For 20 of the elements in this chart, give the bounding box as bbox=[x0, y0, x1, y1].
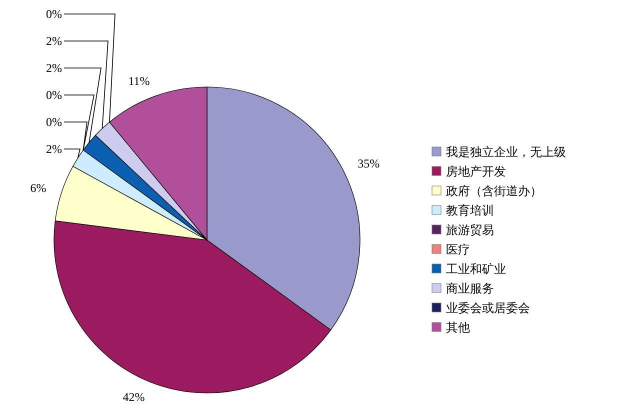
legend-label: 业委会或居委会 bbox=[446, 301, 530, 315]
legend-label: 其他 bbox=[446, 320, 470, 334]
legend-label: 政府（含街道办） bbox=[446, 184, 542, 198]
legend-label: 我是独立企业，无上级 bbox=[446, 145, 566, 159]
data-label: 11% bbox=[128, 74, 150, 88]
data-label: 2% bbox=[46, 34, 62, 48]
legend-label: 工业和矿业 bbox=[446, 262, 506, 276]
legend-label: 医疗 bbox=[446, 242, 470, 256]
data-label: 2% bbox=[46, 142, 62, 156]
data-label: 35% bbox=[358, 156, 380, 170]
legend-label: 房地产开发 bbox=[446, 164, 506, 178]
text: 0% bbox=[46, 7, 62, 21]
data-label: 6% bbox=[30, 180, 46, 195]
legend-label: 教育培训 bbox=[446, 204, 494, 218]
legend-label: 旅游贸易 bbox=[446, 223, 494, 237]
legend-label: 商业服务 bbox=[446, 282, 494, 296]
data-label: 2% bbox=[46, 61, 62, 75]
text: 0% bbox=[46, 115, 62, 129]
text: 0% bbox=[46, 88, 62, 102]
data-label: 42% bbox=[122, 390, 145, 404]
